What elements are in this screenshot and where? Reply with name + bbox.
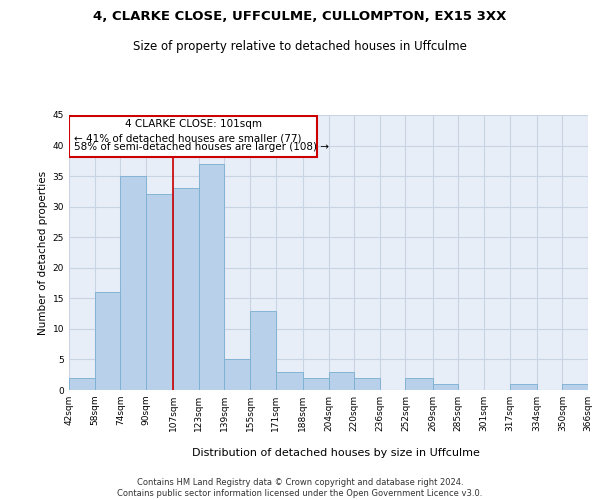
Bar — [562, 384, 588, 390]
Bar — [275, 372, 303, 390]
Bar — [303, 378, 329, 390]
Text: 4, CLARKE CLOSE, UFFCULME, CULLOMPTON, EX15 3XX: 4, CLARKE CLOSE, UFFCULME, CULLOMPTON, E… — [94, 10, 506, 23]
Bar — [173, 188, 199, 390]
Text: Contains HM Land Registry data © Crown copyright and database right 2024.
Contai: Contains HM Land Registry data © Crown c… — [118, 478, 482, 498]
Bar — [120, 176, 146, 390]
Bar — [250, 310, 275, 390]
Bar — [146, 194, 173, 390]
Bar — [199, 164, 224, 390]
Bar — [406, 378, 433, 390]
Bar — [433, 384, 458, 390]
Text: ← 41% of detached houses are smaller (77): ← 41% of detached houses are smaller (77… — [74, 133, 301, 143]
Bar — [224, 360, 250, 390]
Text: Distribution of detached houses by size in Uffculme: Distribution of detached houses by size … — [192, 448, 480, 458]
Text: 58% of semi-detached houses are larger (108) →: 58% of semi-detached houses are larger (… — [74, 142, 329, 152]
Bar — [95, 292, 120, 390]
Text: Size of property relative to detached houses in Uffculme: Size of property relative to detached ho… — [133, 40, 467, 53]
Bar — [509, 384, 537, 390]
Bar — [354, 378, 380, 390]
Y-axis label: Number of detached properties: Number of detached properties — [38, 170, 49, 334]
Bar — [329, 372, 354, 390]
Bar — [69, 116, 317, 156]
Text: 4 CLARKE CLOSE: 101sqm: 4 CLARKE CLOSE: 101sqm — [125, 120, 262, 130]
Bar — [69, 378, 95, 390]
